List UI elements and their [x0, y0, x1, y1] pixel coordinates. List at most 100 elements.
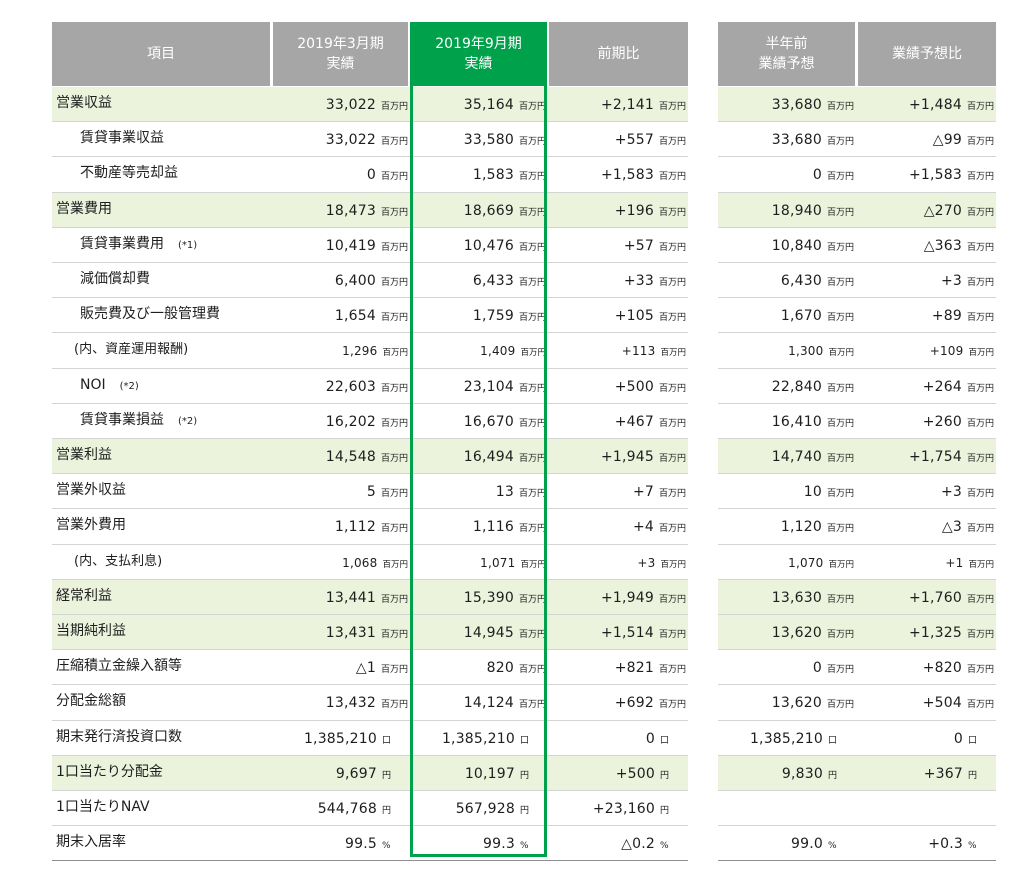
row-divider: [718, 191, 996, 193]
cell-sep: 820 百万円: [412, 649, 546, 684]
cell-value: +4: [632, 519, 654, 536]
cell-value: 5: [366, 484, 376, 501]
row-label-text: (内、資産運用報酬): [74, 342, 189, 358]
cell-mar: 16,202 百万円: [272, 403, 408, 438]
cell-fc: 18,940 百万円: [720, 192, 854, 227]
cell-unit: 百万円: [966, 524, 994, 535]
row-divider: [52, 614, 688, 615]
cell-value: +57: [623, 237, 654, 254]
cell-prev: +33 百万円: [550, 262, 686, 297]
row-band: [52, 755, 688, 790]
cell-unit: 口: [382, 735, 392, 746]
cell-mar: 0 百万円: [272, 156, 408, 191]
cell-unit: 百万円: [968, 348, 994, 359]
cell-unit: 百万円: [380, 102, 408, 112]
row-divider: [52, 297, 688, 299]
row-label-text: 営業外費用: [56, 517, 126, 534]
column-header-line: 前期比: [597, 46, 640, 62]
cell-value: 10,197: [464, 765, 515, 782]
cell-prev: +500 円: [550, 755, 686, 790]
row-note: (*2): [178, 415, 198, 427]
cell-value: 1,112: [334, 519, 376, 536]
cell-prev: +1,514 百万円: [550, 614, 686, 649]
cell-value: △0.2: [621, 836, 655, 853]
cell-fcdiff: +3 百万円: [858, 473, 994, 508]
cell-value: +0.3: [928, 836, 963, 853]
cell-value: 10,476: [463, 237, 514, 254]
cell-unit: 円: [382, 770, 392, 781]
cell-fc: 13,630 百万円: [720, 579, 854, 614]
cell-mar: 1,654 百万円: [272, 297, 408, 332]
cell-unit: 百万円: [966, 172, 994, 183]
cell-value: 0: [812, 167, 822, 184]
cell-value: +1,949: [600, 589, 654, 606]
cell-fcdiff: +264 百万円: [858, 368, 994, 403]
cell-sep: 1,071 百万円: [412, 544, 546, 579]
cell-unit: 百万円: [518, 383, 546, 394]
cell-value: 33,680: [771, 97, 822, 113]
row-divider: [52, 825, 688, 827]
row-label: 減価償却費: [80, 262, 150, 297]
row-label-text: 1口当たりNAV: [56, 799, 150, 815]
row-label-text: 期末入居率: [56, 834, 126, 851]
cell-sep: 35,164 百万円: [412, 86, 546, 121]
row-label-text: 期末発行済投資口数: [56, 728, 182, 745]
cell-value: +1,514: [600, 625, 654, 641]
cell-unit: 百万円: [826, 383, 854, 394]
row-label: (内、資産運用報酬): [74, 332, 188, 367]
row-divider: [718, 156, 996, 158]
cell-sep: 15,390 百万円: [412, 579, 546, 614]
cell-unit: 百万円: [826, 454, 854, 464]
row-label: 営業外費用: [56, 508, 126, 543]
cell-value: 33,022: [325, 97, 376, 113]
cell-value: +1,754: [908, 449, 962, 465]
cell-value: +89: [931, 308, 962, 325]
cell-fc: 99.0%: [720, 825, 854, 860]
cell-unit: 円: [520, 806, 530, 816]
cell-fc: 14,740 百万円: [720, 438, 854, 473]
cell-value: 13,620: [771, 695, 822, 712]
cell-fcdiff: △3 百万円: [858, 508, 994, 543]
cell-value: +33: [623, 273, 654, 289]
cell-fc: 9,830 円: [720, 755, 854, 790]
row-label: 当期純利益: [56, 614, 126, 649]
cell-unit: 百万円: [658, 313, 686, 324]
column-header-line: 項目: [147, 46, 175, 62]
cell-fcdiff: +109 百万円: [858, 332, 994, 367]
cell-fc: 13,620 百万円: [720, 684, 854, 719]
cell-fc: 1,385,210 口: [720, 720, 854, 755]
cell-value: +467: [614, 413, 654, 430]
column-header-line: 業績予想比: [892, 46, 962, 62]
cell-unit: 百万円: [518, 665, 546, 676]
row-label: NOI (*2): [80, 368, 139, 404]
cell-unit: 口: [968, 735, 978, 746]
cell-fc: 16,410 百万円: [720, 403, 854, 438]
cell-unit: %: [828, 841, 837, 852]
cell-value: 13,630: [771, 589, 822, 606]
cell-prev: +821 百万円: [550, 649, 686, 684]
cell-value: +2,141: [600, 97, 654, 113]
row-divider: [52, 860, 688, 862]
row-label: 圧縮積立金繰入額等: [56, 649, 182, 684]
column-header-fc: 半年前 業績予想: [718, 22, 855, 86]
cell-mar: 1,112 百万円: [272, 508, 408, 543]
cell-mar: 1,385,210 口: [272, 720, 408, 755]
cell-value: 99.3: [483, 836, 515, 853]
cell-value: 14,548: [325, 449, 376, 465]
cell-unit: 百万円: [966, 102, 994, 112]
cell-value: 18,473: [325, 202, 376, 219]
cell-fcdiff: +89 百万円: [858, 297, 994, 332]
cell-fcdiff: △270 百万円: [858, 192, 994, 227]
cell-unit: 百万円: [380, 137, 408, 148]
row-divider: [52, 508, 688, 510]
cell-unit: 百万円: [518, 242, 546, 253]
cell-value: 1,654: [334, 308, 376, 325]
cell-mar: 33,022 百万円: [272, 86, 408, 121]
column-header-line: 2019年3月期: [297, 36, 384, 52]
cell-fc: 10 百万円: [720, 473, 854, 508]
cell-fcdiff: +3 百万円: [858, 262, 994, 297]
cell-value: 18,669: [463, 202, 514, 219]
cell-fcdiff: +1,760 百万円: [858, 579, 994, 614]
row-divider: [52, 332, 688, 334]
cell-unit: 百万円: [826, 172, 854, 183]
